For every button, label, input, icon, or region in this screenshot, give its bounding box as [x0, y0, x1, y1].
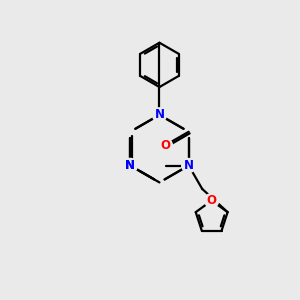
Text: N: N — [184, 159, 194, 172]
Text: N: N — [154, 108, 164, 122]
Text: O: O — [207, 194, 217, 207]
Circle shape — [123, 158, 137, 172]
Text: N: N — [125, 159, 135, 172]
Circle shape — [182, 158, 196, 172]
Text: N: N — [125, 159, 135, 172]
Circle shape — [158, 138, 172, 152]
Circle shape — [123, 158, 137, 172]
Circle shape — [205, 194, 219, 208]
Circle shape — [152, 108, 167, 122]
Text: O: O — [160, 139, 170, 152]
